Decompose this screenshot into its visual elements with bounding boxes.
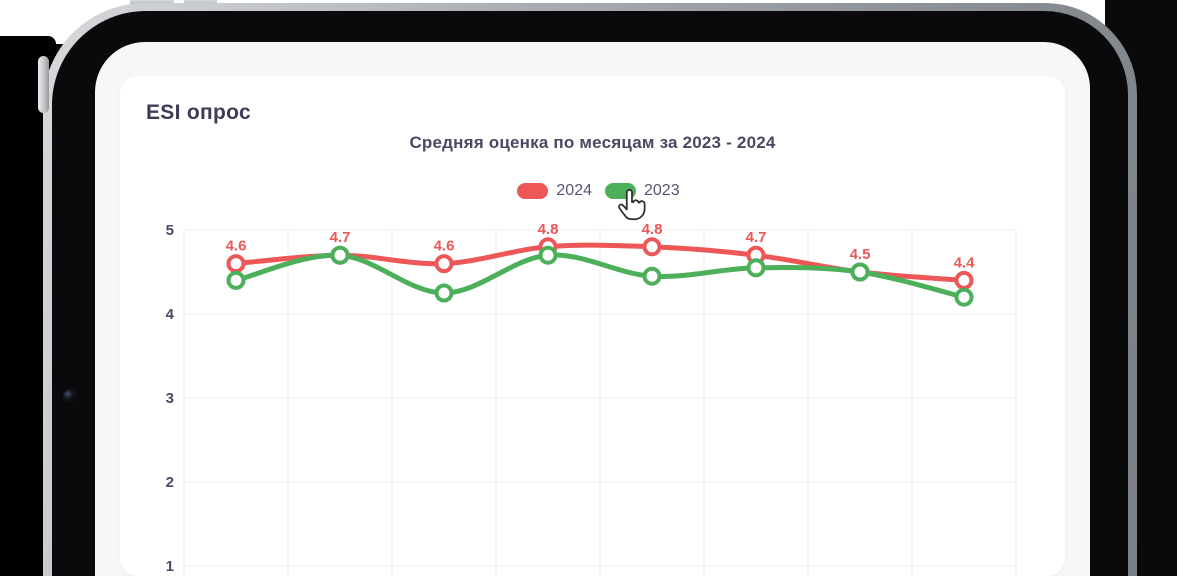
point-2024-3[interactable] bbox=[434, 254, 454, 274]
data-label-2024-7: 4.5 bbox=[850, 246, 871, 263]
data-label-2024-6: 4.7 bbox=[746, 229, 767, 246]
point-2023-2[interactable] bbox=[330, 245, 350, 265]
y-tick-label-3: 3 bbox=[166, 390, 174, 407]
legend-item-2023[interactable]: 2023 bbox=[605, 182, 680, 200]
point-2023-3[interactable] bbox=[434, 283, 454, 303]
chart-card: ESI опрос Средняя оценка по месяцам за 2… bbox=[120, 76, 1065, 576]
legend-item-2024[interactable]: 2024 bbox=[517, 182, 592, 200]
line-2023 bbox=[233, 252, 967, 300]
point-2023-5[interactable] bbox=[642, 266, 662, 286]
data-label-2024-1: 4.6 bbox=[226, 238, 247, 255]
legend-label-2023: 2023 bbox=[644, 182, 680, 199]
page-title: ESI опрос bbox=[146, 101, 251, 124]
data-label-2024-4: 4.8 bbox=[538, 222, 559, 238]
y-tick-label-5: 5 bbox=[166, 222, 174, 239]
point-2023-8[interactable] bbox=[954, 287, 974, 307]
point-2024-8[interactable] bbox=[954, 270, 974, 290]
data-label-2024-5: 4.8 bbox=[642, 222, 663, 238]
y-tick-label-4: 4 bbox=[166, 306, 175, 323]
point-2023-7[interactable] bbox=[850, 262, 870, 282]
legend-swatch-2024 bbox=[517, 183, 549, 199]
front-camera-icon bbox=[63, 389, 76, 402]
chart-legend: 2024 2023 bbox=[126, 179, 1071, 203]
y-tick-label-1: 1 bbox=[166, 558, 174, 575]
chart-title: Средняя оценка по месяцам за 2023 - 2024 bbox=[409, 133, 776, 152]
legend-label-2024: 2024 bbox=[556, 182, 592, 199]
y-tick-label-2: 2 bbox=[166, 474, 174, 491]
chart-canvas[interactable]: 5 4 3 2 1 4.6 4.7 4.6 4.8 4.8 4.7 4.5 4.4 bbox=[150, 222, 1046, 576]
hand-pointer-cursor-icon bbox=[618, 189, 646, 221]
point-2024-1[interactable] bbox=[226, 254, 246, 274]
point-2023-6[interactable] bbox=[746, 258, 766, 278]
data-label-2024-3: 4.6 bbox=[434, 238, 455, 255]
data-label-2024-8: 4.4 bbox=[954, 254, 976, 271]
point-2023-1[interactable] bbox=[226, 270, 246, 290]
tablet-volume-button bbox=[38, 56, 49, 113]
point-2024-5[interactable] bbox=[642, 237, 662, 257]
point-2023-4[interactable] bbox=[538, 245, 558, 265]
data-label-2024-2: 4.7 bbox=[330, 229, 351, 246]
